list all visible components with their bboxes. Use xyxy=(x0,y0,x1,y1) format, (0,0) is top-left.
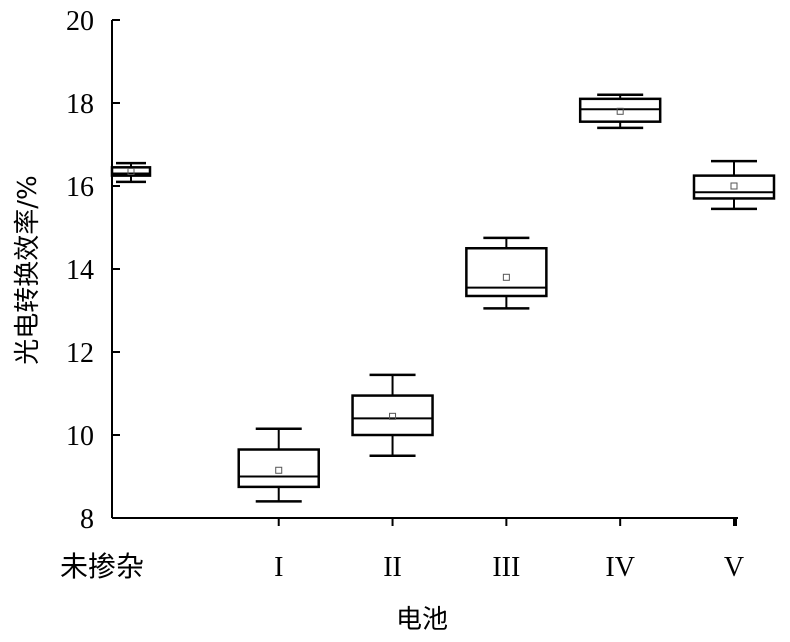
x-tick-label: V xyxy=(724,552,744,583)
y-tick-label: 20 xyxy=(66,6,94,37)
mean-marker xyxy=(502,273,510,281)
iqr-box xyxy=(465,247,548,298)
iqr-box xyxy=(578,97,662,123)
mean-marker xyxy=(275,466,283,474)
y-axis-title: 光电转换效率/% xyxy=(13,175,43,364)
box-III xyxy=(465,236,548,310)
x-tick-label: 未掺杂 xyxy=(60,551,144,583)
box-IV xyxy=(578,93,662,130)
box-II xyxy=(351,373,434,457)
y-tick-label: 18 xyxy=(66,89,94,120)
box-undoped xyxy=(110,161,152,184)
x-tick-label: III xyxy=(492,552,520,583)
y-tick-label: 14 xyxy=(66,255,94,286)
iqr-box xyxy=(110,166,152,177)
x-tick-label: I xyxy=(274,552,283,583)
y-tick-label: 8 xyxy=(80,504,94,535)
y-tick-label: 10 xyxy=(66,421,94,452)
mean-marker xyxy=(127,167,135,175)
iqr-box xyxy=(351,394,434,437)
iqr-box xyxy=(237,448,320,489)
x-tick-label: II xyxy=(383,552,402,583)
mean-marker xyxy=(389,412,397,420)
boxes xyxy=(110,93,776,503)
mean-marker xyxy=(730,182,738,190)
y-tick-label: 16 xyxy=(66,172,94,203)
box-V xyxy=(692,159,776,211)
mean-marker xyxy=(616,107,624,115)
iqr-box xyxy=(692,174,776,200)
x-tick-label: IV xyxy=(605,552,635,583)
y-tick-label: 12 xyxy=(66,338,94,369)
x-axis-title: 电池 xyxy=(396,605,448,635)
box-I xyxy=(237,427,320,503)
